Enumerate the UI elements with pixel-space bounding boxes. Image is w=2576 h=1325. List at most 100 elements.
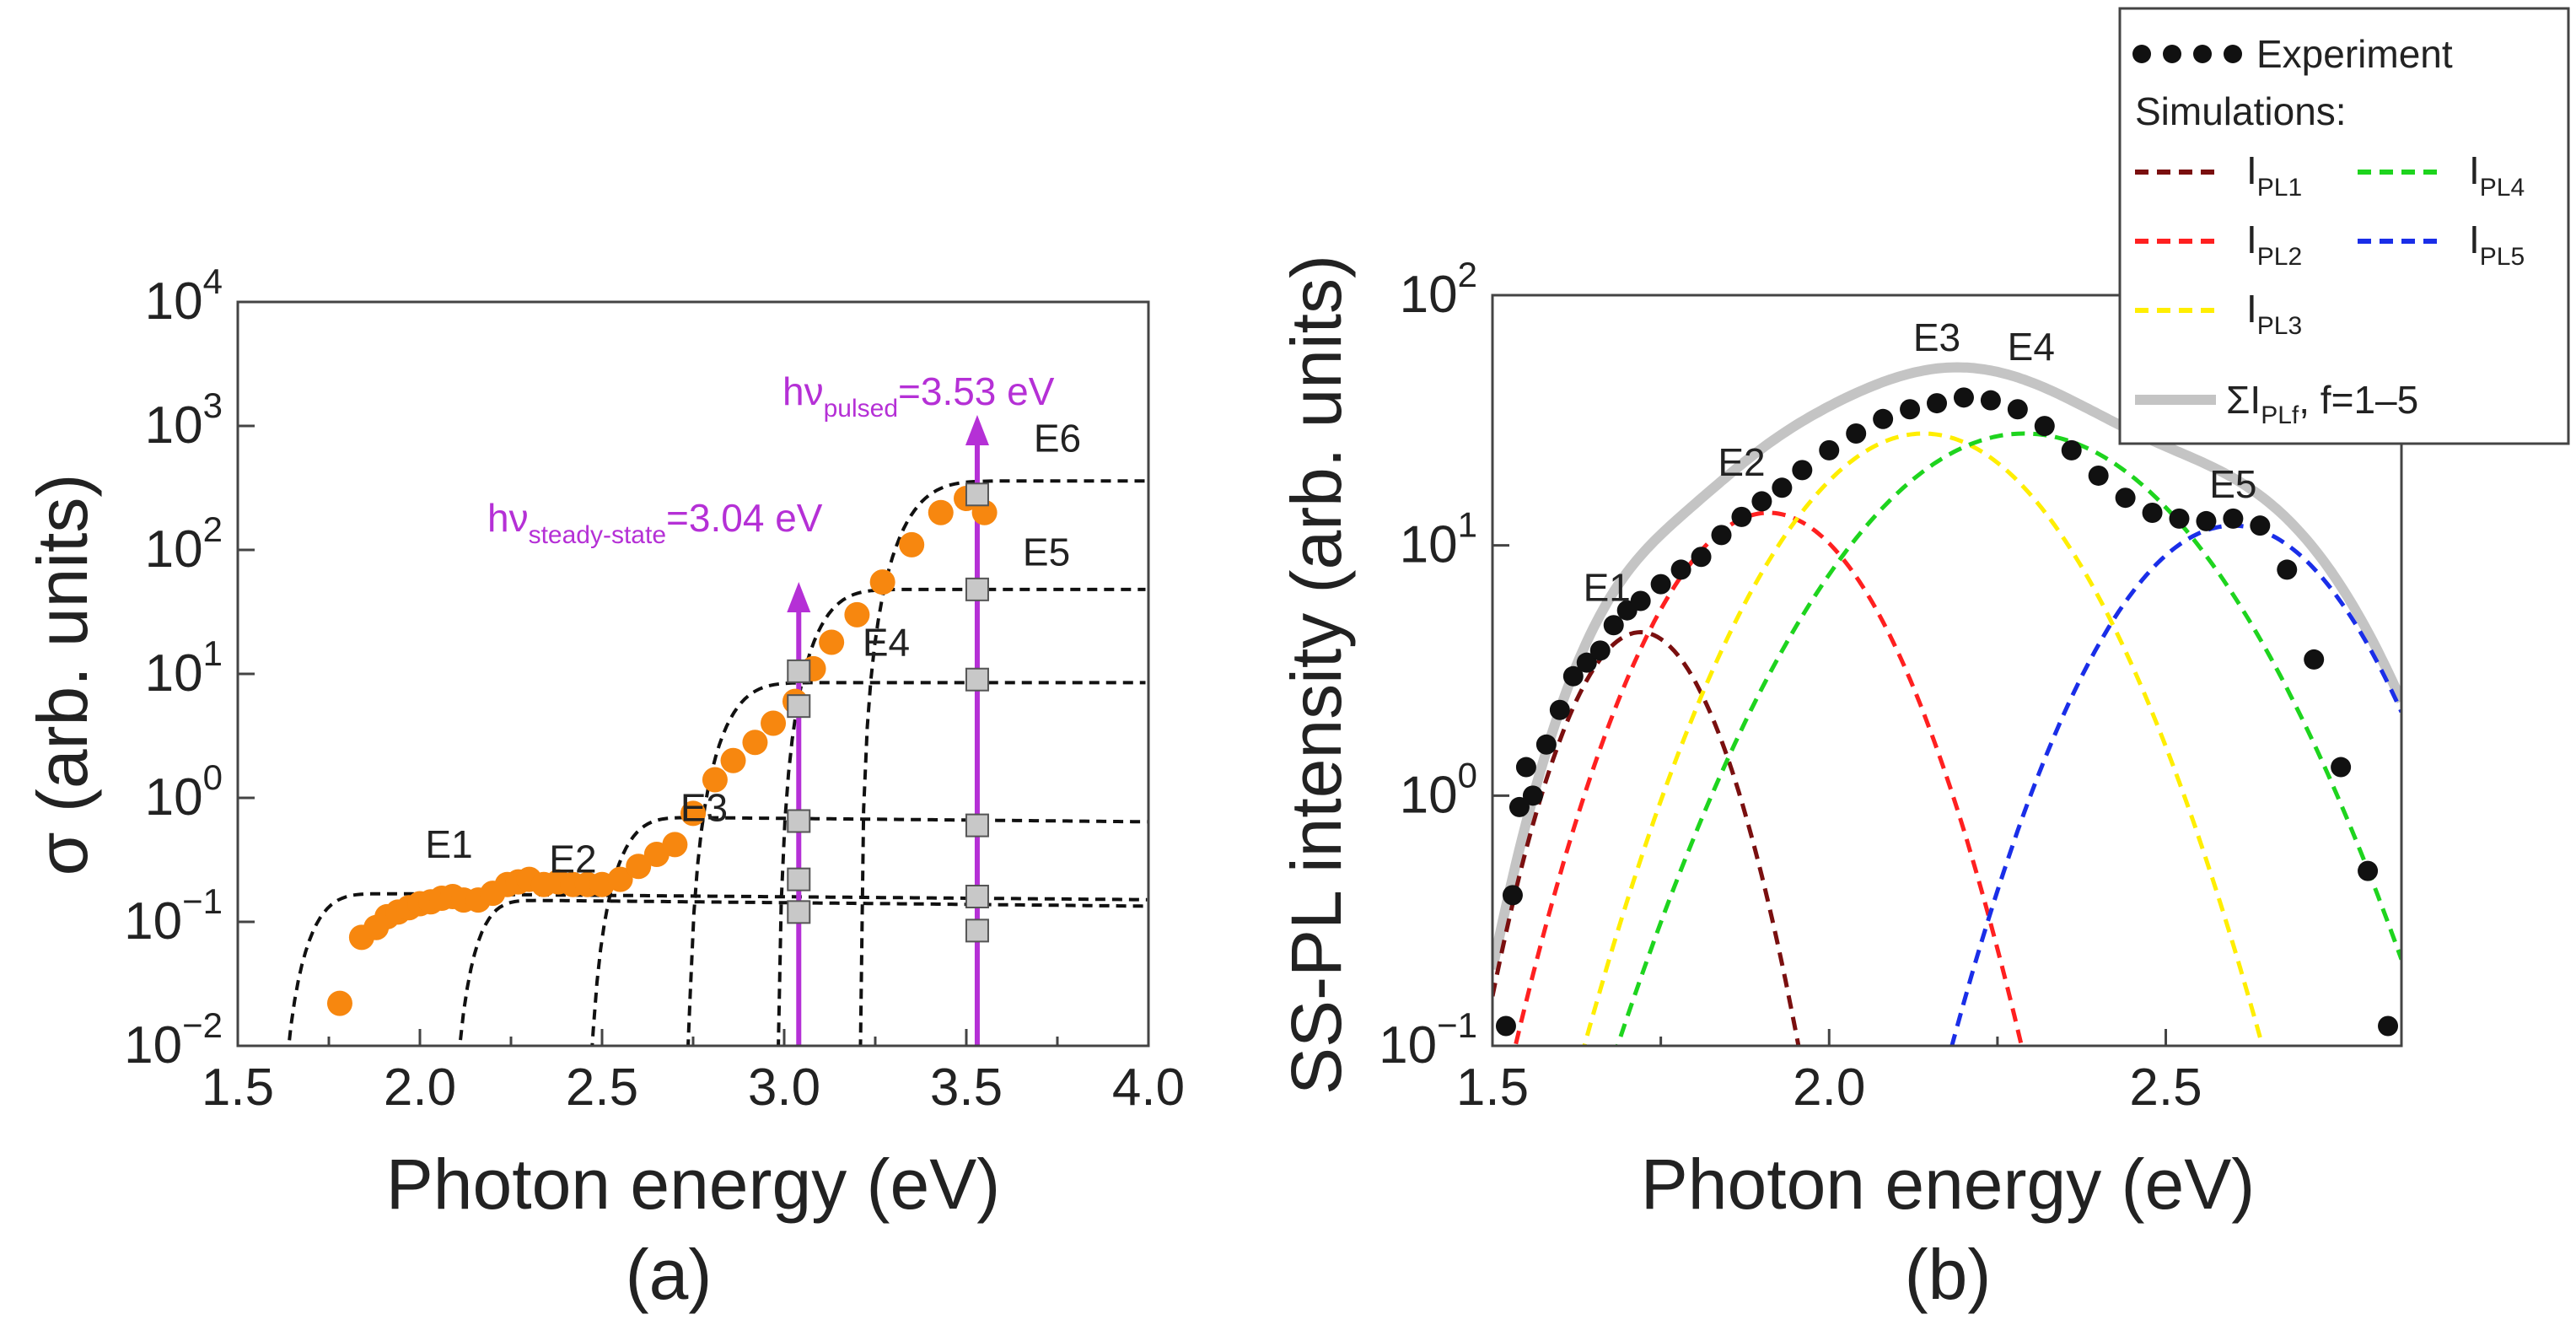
experiment-point <box>1515 757 1536 778</box>
chart-b-y-axis-title: SS-PL intensity (arb. units) <box>1277 255 1356 1095</box>
experiment-point <box>2034 416 2055 437</box>
experiment-point <box>2304 649 2325 670</box>
experiment-point <box>1576 652 1597 673</box>
peak-label-e4: E4 <box>863 621 910 665</box>
square-marker <box>965 667 989 692</box>
chart-b-x-tick-label: 1.5 <box>1456 1058 1529 1117</box>
fit-curve-e5 <box>777 587 1146 1046</box>
peak-label-e1: E1 <box>1584 565 1631 609</box>
experiment-point <box>1792 460 1813 481</box>
fit-curve-e6 <box>858 479 1148 1046</box>
experiment-point <box>1846 423 1867 444</box>
experiment-point <box>1630 590 1651 611</box>
legend-label-pl1: IPL1 <box>2246 148 2302 202</box>
experiment-point <box>2007 399 2028 420</box>
chart-b-y-tick-label: 102 <box>1400 255 1477 324</box>
legend-experiment-marker <box>2132 45 2242 63</box>
legend-experiment-dot <box>2163 45 2181 63</box>
legend-box <box>2118 7 2570 445</box>
annotation-pulsed: hνpulsed=3.53 eV <box>782 369 1055 423</box>
experiment-point <box>819 629 845 655</box>
excitation-arrow-head <box>965 415 989 445</box>
chart-b-experiment-points <box>1495 387 2399 1037</box>
experiment-point <box>1522 785 1543 806</box>
chart-b-y-tick-label: 10−1 <box>1379 1005 1477 1075</box>
experiment-point <box>899 531 925 557</box>
legend-sum-rest: , f=1–5 <box>2299 378 2418 422</box>
excitation-arrow-head <box>787 582 811 612</box>
chart-b-x-tick-labels: 1.5 2.0 2.5 <box>1456 1058 2202 1117</box>
experiment-point <box>1502 885 1523 906</box>
square-marker <box>787 694 811 719</box>
square-marker <box>965 918 989 943</box>
chart-b-x-tick-label: 2.0 <box>1793 1058 1865 1117</box>
peak-label-e2: E2 <box>1718 440 1765 484</box>
chart-a-x-tick-labels: 1.5 2.0 2.5 3.0 3.5 4.0 <box>202 1058 1185 1117</box>
chart-a: 1.5 2.0 2.5 3.0 3.5 4.0 10−210−11001011021031… <box>23 261 1185 1314</box>
chart-b-legend: Experiment Simulations: IPL1 IPL2 IPL3 IPL4… <box>2118 7 2570 445</box>
chart-b-peak-labels: E1 E2 E3 E4 E5 <box>1584 315 2257 610</box>
experiment-point <box>702 767 728 793</box>
experiment-point <box>1670 559 1691 580</box>
experiment-point <box>2196 510 2217 531</box>
chart-b-simulation-curves <box>1492 362 2401 1046</box>
chart-a-y-tick-label: 101 <box>145 633 223 703</box>
experiment-point <box>844 601 870 627</box>
simulation-curve-pl4 <box>1615 431 2401 1046</box>
simulation-curve-pl5 <box>1949 523 2401 1046</box>
chart-a-y-tick-label: 103 <box>145 385 223 455</box>
legend-label-pl2: IPL2 <box>2246 218 2302 271</box>
experiment-point <box>1711 525 1732 546</box>
experiment-point <box>2378 1015 2399 1037</box>
chart-a-x-axis-title: Photon energy (eV) <box>386 1145 1000 1224</box>
experiment-point <box>1953 387 1974 408</box>
experiment-point <box>869 569 895 595</box>
experiment-point <box>1772 477 1793 498</box>
annotation-steady-state: hνsteady-state=3.04 eV <box>487 496 823 549</box>
chart-a-fit-curves <box>287 479 1148 1046</box>
experiment-point <box>2358 860 2379 881</box>
simulation-curve-pl1 <box>1492 629 1801 1046</box>
experiment-point <box>680 800 706 827</box>
simulation-curve-pl3 <box>1582 431 2265 1046</box>
chart-a-y-tick-label: 102 <box>145 509 223 579</box>
legend-label-pl3: IPL3 <box>2246 287 2302 340</box>
experiment-point <box>1731 506 1752 527</box>
chart-a-y-tick-label: 10−2 <box>124 1005 223 1075</box>
chart-a-panel-label: (a) <box>626 1235 713 1314</box>
experiment-point <box>1549 699 1570 720</box>
legend-experiment-label: Experiment <box>2256 32 2453 76</box>
experiment-point <box>2115 487 2136 509</box>
experiment-point <box>1751 491 1772 512</box>
experiment-point <box>761 710 787 736</box>
experiment-point <box>2250 515 2271 536</box>
experiment-point <box>1980 390 2001 411</box>
experiment-point <box>326 990 352 1016</box>
chart-a-x-tick-label: 3.0 <box>748 1058 820 1117</box>
experiment-point <box>2223 508 2244 529</box>
peak-label-e2: E2 <box>549 838 596 881</box>
experiment-point <box>1873 408 1894 429</box>
chart-b-y-tick-label: 101 <box>1400 505 1477 574</box>
chart-b-y-tick-label: 100 <box>1400 755 1477 824</box>
chart-a-x-tick-label: 2.5 <box>566 1058 638 1117</box>
chart-b: 1.5 2.0 2.5 10−1 100 101 102 E1 E2 E3 E4 E5 Photo… <box>1277 7 2570 1314</box>
chart-a-square-markers <box>787 482 989 943</box>
legend-simulation-entries: IPL1 IPL2 IPL3 IPL4 IPL5 <box>2135 148 2525 340</box>
chart-a-peak-labels: E1 E2 E3 E4 E5 E6 <box>425 417 1081 881</box>
legend-sum-sub: PLf <box>2261 401 2299 429</box>
legend-sum-main: ΣI <box>2226 378 2261 422</box>
experiment-point <box>1603 615 1624 636</box>
experiment-point <box>928 499 954 525</box>
peak-label-e5: E5 <box>1023 530 1070 574</box>
square-marker <box>965 884 989 908</box>
square-marker <box>965 482 989 507</box>
experiment-point <box>720 747 746 773</box>
experiment-point <box>1691 547 1712 568</box>
square-marker <box>965 577 989 601</box>
experiment-point <box>662 832 688 858</box>
experiment-point <box>742 730 768 756</box>
peak-label-e4: E4 <box>2008 325 2055 369</box>
chart-a-x-tick-label: 3.5 <box>930 1058 1003 1117</box>
chart-b-x-tick-label: 2.5 <box>2129 1058 2202 1117</box>
